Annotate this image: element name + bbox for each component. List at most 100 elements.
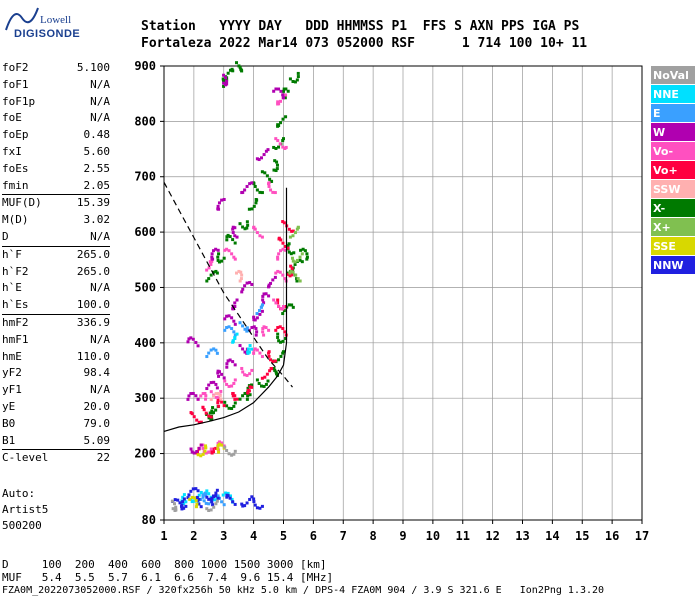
data-point-nne bbox=[235, 332, 239, 336]
data-point-x bbox=[254, 197, 258, 201]
data-point-nnw bbox=[207, 497, 211, 501]
data-point-nne bbox=[190, 500, 194, 504]
data-point-vo bbox=[214, 446, 218, 450]
data-point-nnw bbox=[205, 495, 209, 499]
data-point-x bbox=[205, 279, 209, 283]
footer-distance-row: D 100 200 400 600 800 1000 1500 3000 [km… bbox=[2, 558, 327, 571]
data-point-w bbox=[210, 252, 214, 256]
data-point-vo bbox=[288, 274, 292, 278]
data-point-w bbox=[252, 325, 256, 329]
data-point-w bbox=[197, 446, 201, 450]
param-row: yF1 N/A bbox=[2, 382, 110, 399]
data-point-nnw bbox=[225, 493, 229, 497]
data-point-nnw bbox=[197, 502, 201, 506]
param-row: B0 79.0 bbox=[2, 416, 110, 433]
param-row: fxI 5.60 bbox=[2, 144, 110, 161]
param-key: yE bbox=[2, 399, 16, 413]
data-point-vo bbox=[250, 368, 254, 372]
data-point-x bbox=[260, 384, 264, 388]
param-key: yF2 bbox=[2, 366, 22, 380]
data-point-nnw bbox=[252, 497, 256, 501]
y-tick-label: 80 bbox=[142, 513, 156, 527]
data-point-x bbox=[286, 244, 290, 248]
data-point-vo bbox=[220, 441, 224, 445]
data-point-vo bbox=[276, 139, 280, 143]
x-tick-label: 17 bbox=[635, 529, 649, 543]
data-point-vo bbox=[227, 384, 231, 388]
data-point-nne bbox=[192, 499, 196, 503]
data-point-x bbox=[289, 269, 293, 273]
data-point-w bbox=[222, 197, 226, 201]
data-point-e bbox=[238, 321, 242, 325]
auto-code: 500200 bbox=[2, 519, 42, 532]
data-point-vo bbox=[286, 272, 290, 276]
data-point-w bbox=[195, 450, 199, 454]
data-point-x bbox=[295, 277, 299, 281]
data-point-x bbox=[225, 235, 229, 239]
data-point-x bbox=[247, 207, 251, 211]
x-tick-label: 4 bbox=[250, 529, 257, 543]
data-point-vo bbox=[267, 350, 271, 354]
data-point-vo bbox=[287, 227, 291, 231]
data-point-w bbox=[261, 298, 265, 302]
data-point-w bbox=[196, 397, 200, 401]
data-point-x bbox=[254, 201, 258, 205]
data-point-nnw bbox=[240, 502, 244, 506]
data-point-vo bbox=[231, 394, 235, 398]
footer-muf-row: MUF 5.4 5.5 5.7 6.1 6.6 7.4 9.6 15.4 [MH… bbox=[2, 571, 334, 584]
data-point-nnw bbox=[215, 488, 219, 492]
data-point-nne bbox=[231, 339, 235, 343]
data-point-vo bbox=[203, 391, 207, 395]
data-point-vo bbox=[276, 269, 280, 273]
data-point-vo bbox=[241, 370, 245, 374]
data-point-x bbox=[209, 273, 213, 277]
data-point-vo bbox=[210, 450, 214, 454]
param-row: foF1p N/A bbox=[2, 94, 110, 111]
data-point-nnw bbox=[210, 500, 214, 504]
data-point-nnw bbox=[178, 501, 182, 505]
data-point-w bbox=[216, 204, 220, 208]
data-point-nnw bbox=[212, 495, 216, 499]
data-point-x bbox=[295, 227, 299, 231]
data-point-vo bbox=[258, 351, 262, 355]
data-point-w bbox=[222, 73, 226, 77]
data-point-vo bbox=[209, 447, 213, 451]
x-tick-label: 9 bbox=[399, 529, 406, 543]
data-point-x bbox=[210, 409, 214, 413]
data-point-x bbox=[288, 235, 292, 239]
data-point-vo bbox=[281, 145, 285, 149]
data-point-nnw bbox=[255, 506, 259, 510]
data-point-x bbox=[265, 174, 269, 178]
data-point-nne bbox=[184, 500, 188, 504]
data-point-w bbox=[231, 231, 235, 235]
data-point-noval bbox=[205, 507, 209, 511]
data-point-x bbox=[272, 168, 276, 172]
data-point-sse bbox=[199, 454, 203, 458]
data-point-x bbox=[298, 255, 302, 259]
data-point-x bbox=[235, 61, 239, 65]
data-point-x bbox=[263, 171, 267, 175]
data-point-x bbox=[231, 238, 235, 242]
data-point-noval bbox=[173, 509, 177, 513]
data-point-x bbox=[212, 270, 216, 274]
data-point-vo bbox=[279, 307, 283, 311]
data-point-noval bbox=[232, 452, 236, 456]
data-point-vo bbox=[261, 327, 265, 331]
data-point-nne bbox=[226, 491, 230, 495]
param-value: N/A bbox=[90, 383, 110, 397]
data-point-vo bbox=[289, 264, 293, 268]
data-point-nnw bbox=[187, 493, 191, 497]
data-point-vo bbox=[284, 145, 288, 149]
data-point-w bbox=[255, 316, 259, 320]
data-point-nnw bbox=[241, 504, 245, 508]
param-key: foEp bbox=[2, 128, 29, 142]
data-point-x bbox=[245, 220, 249, 224]
data-point-nnw bbox=[231, 500, 235, 504]
data-point-vo bbox=[258, 234, 262, 238]
data-point-x bbox=[273, 368, 277, 372]
data-point-ssw bbox=[239, 277, 243, 281]
data-point-x bbox=[295, 258, 299, 262]
data-point-nne bbox=[182, 493, 186, 497]
data-point-vo bbox=[220, 400, 224, 404]
data-point-x bbox=[272, 366, 276, 370]
